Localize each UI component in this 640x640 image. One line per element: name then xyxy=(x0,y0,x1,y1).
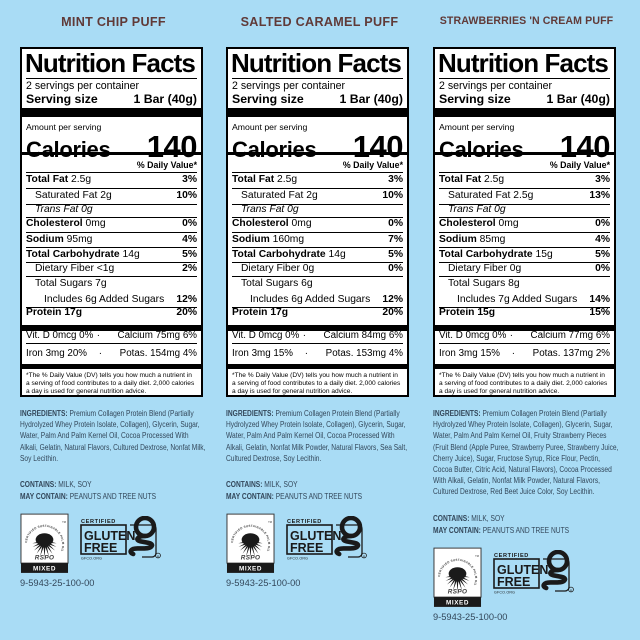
svg-text:RSPO: RSPO xyxy=(35,555,55,562)
svg-text:FREE: FREE xyxy=(497,575,530,589)
svg-text:CERTIFIED: CERTIFIED xyxy=(494,553,529,559)
svg-text:CERTIFIED: CERTIFIED xyxy=(287,519,322,525)
svg-text:RSPO: RSPO xyxy=(241,555,261,562)
svg-text:R: R xyxy=(363,554,365,558)
svg-text:MIXED: MIXED xyxy=(33,565,56,572)
svg-text:MIXED: MIXED xyxy=(446,599,469,606)
svg-text:R: R xyxy=(157,554,159,558)
svg-text:R: R xyxy=(570,588,572,592)
svg-text:GFCO.ORG: GFCO.ORG xyxy=(287,557,308,561)
svg-text:GFCO.ORG: GFCO.ORG xyxy=(81,557,102,561)
svg-text:FREE: FREE xyxy=(84,541,117,555)
svg-text:RSPO: RSPO xyxy=(448,589,468,596)
svg-text:MIXED: MIXED xyxy=(239,565,262,572)
svg-text:FREE: FREE xyxy=(290,541,323,555)
svg-text:GFCO.ORG: GFCO.ORG xyxy=(494,591,515,595)
svg-text:CERTIFIED: CERTIFIED xyxy=(81,519,116,525)
